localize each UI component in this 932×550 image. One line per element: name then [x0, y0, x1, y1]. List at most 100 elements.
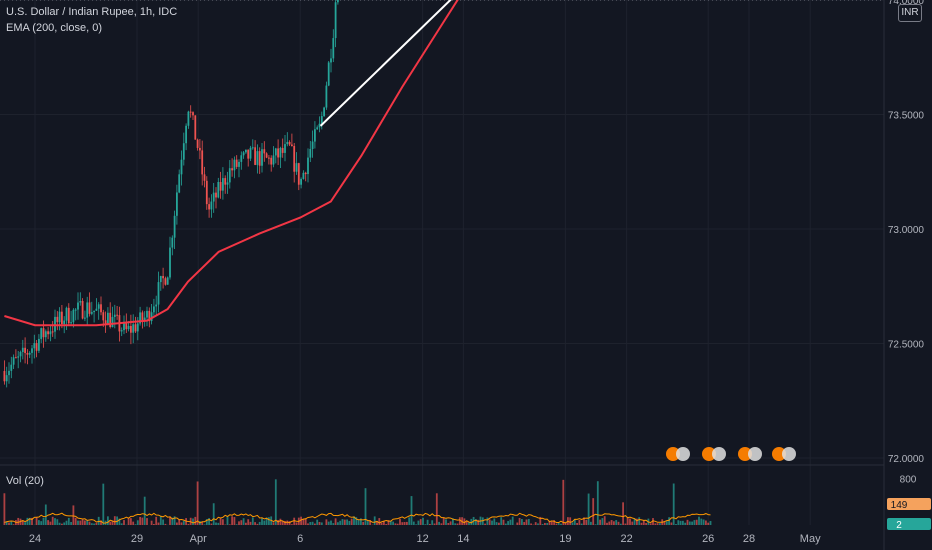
volume-bar-299	[691, 521, 693, 525]
candle-body-125	[291, 144, 293, 147]
volume-bar-192	[445, 519, 447, 525]
candle-body-71	[166, 277, 169, 285]
volume-bar-6	[17, 517, 20, 525]
volume-bar-145	[337, 522, 339, 525]
volume-bar-62	[146, 518, 148, 525]
volume-bar-240	[555, 523, 558, 525]
volume-bar-203	[470, 518, 473, 525]
volume-bar-235	[544, 522, 546, 525]
candle-body-8	[21, 347, 24, 352]
volume-bar-210	[486, 517, 489, 525]
volume-label-box-0	[887, 498, 931, 510]
volume-bar-76	[178, 519, 181, 525]
candle-body-43	[102, 312, 105, 321]
volume-bar-159	[369, 520, 371, 525]
volume-bar-272	[629, 518, 631, 525]
candle-body-51	[120, 330, 123, 332]
candle-body-74	[173, 215, 176, 238]
candle-body-144	[334, 2, 337, 39]
volume-bar-98	[228, 524, 231, 525]
volume-bar-110	[256, 523, 259, 525]
volume-bar-285	[659, 523, 661, 525]
candle-body-19	[47, 331, 49, 335]
candle-body-54	[127, 325, 130, 330]
volume-bar-172	[399, 518, 401, 525]
volume-bar-301	[695, 519, 698, 525]
volume-bar-232	[537, 523, 539, 525]
trendline	[319, 0, 452, 127]
volume-bar-19	[47, 520, 49, 525]
volume-bar-241	[557, 522, 560, 525]
candle-body-56	[132, 324, 135, 333]
indicator-legend[interactable]: EMA (200, close, 0)	[6, 22, 102, 34]
event-flag-icon-2	[738, 447, 752, 461]
currency-button[interactable]: INR	[898, 4, 922, 22]
volume-bar-72	[169, 516, 171, 525]
candle-body-69	[162, 276, 164, 279]
candle-body-134	[311, 141, 314, 149]
x-tick-label-6: 19	[559, 533, 571, 545]
candle-body-142	[330, 58, 332, 63]
volume-bar-196	[454, 523, 457, 525]
x-tick-label-1: 29	[131, 533, 143, 545]
candle-body-128	[297, 163, 300, 185]
volume-bar-68	[159, 516, 162, 525]
volume-bar-131	[304, 518, 307, 525]
volume-bar-11	[28, 517, 31, 525]
volume-bar-158	[366, 521, 369, 525]
volume-bar-8	[21, 520, 24, 525]
volume-bar-238	[550, 521, 553, 525]
candle-body-31	[74, 309, 77, 311]
volume-bar-35	[84, 520, 86, 525]
volume-bar-30	[72, 505, 75, 525]
volume-bar-271	[626, 516, 629, 525]
volume-bar-32	[77, 520, 79, 525]
candle-body-94	[219, 181, 222, 191]
candle-body-109	[254, 147, 256, 165]
volume-bar-296	[684, 522, 687, 525]
volume-bar-21	[51, 516, 54, 525]
candle-body-34	[81, 301, 84, 319]
volume-bar-94	[219, 517, 222, 525]
x-tick-label-2: Apr	[190, 533, 207, 545]
symbol-title[interactable]: U.S. Dollar / Indian Rupee, 1h, IDC	[6, 6, 178, 18]
volume-legend[interactable]: Vol (20)	[6, 475, 44, 487]
volume-bar-153	[355, 517, 358, 525]
volume-bar-226	[523, 522, 526, 525]
volume-bar-289	[668, 517, 670, 525]
candle-body-102	[238, 161, 240, 167]
candle-body-127	[295, 163, 298, 172]
y-tick-label-0: 72.0000	[888, 454, 925, 465]
candle-body-141	[327, 62, 330, 86]
volume-bar-27	[65, 520, 68, 525]
candle-body-55	[130, 325, 132, 333]
volume-bar-166	[385, 524, 388, 525]
candle-body-117	[272, 155, 275, 165]
volume-bar-91	[212, 503, 215, 525]
candle-body-47	[111, 316, 114, 328]
volume-bar-58	[136, 520, 139, 525]
volume-bar-303	[700, 518, 703, 525]
volume-bar-266	[615, 520, 618, 525]
volume-bar-38	[90, 523, 93, 525]
volume-bar-99	[231, 516, 233, 525]
volume-bar-102	[238, 521, 240, 525]
x-tick-label-4: 12	[416, 533, 428, 545]
candle-body-23	[56, 316, 59, 323]
candle-body-98	[228, 168, 231, 183]
volume-bar-132	[307, 523, 309, 525]
time-axis[interactable]: 24 29 Apr 6 12 14 19 22 26 28 May	[29, 533, 821, 545]
candle-body-49	[116, 314, 118, 316]
candle-body-126	[293, 146, 296, 172]
candle-body-130	[302, 172, 305, 179]
event-flag-icon-0	[666, 447, 680, 461]
price-axis[interactable]: 72.000072.500073.000073.500074.000074.50…	[887, 0, 931, 531]
volume-bar-218	[504, 523, 507, 525]
economic-events[interactable]	[666, 447, 796, 461]
volume-bar-229	[530, 523, 532, 525]
event-flag-icon-3-b	[782, 447, 796, 461]
volume-bar-201	[465, 520, 468, 525]
chart-lines	[4, 0, 459, 327]
volume-bar-182	[422, 517, 424, 525]
